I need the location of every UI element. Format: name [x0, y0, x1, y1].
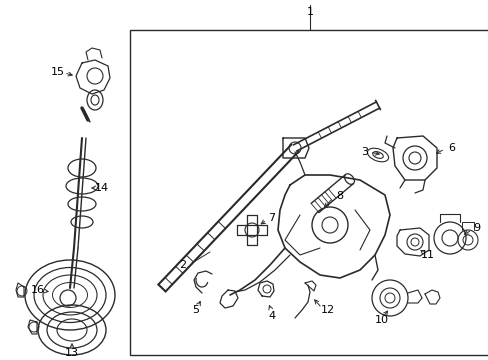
- Text: 10: 10: [374, 315, 388, 325]
- Text: 13: 13: [65, 348, 79, 358]
- Text: 3: 3: [361, 147, 368, 157]
- Text: 8: 8: [336, 191, 343, 201]
- Text: 16: 16: [31, 285, 45, 295]
- Text: 14: 14: [95, 183, 109, 193]
- Text: 7: 7: [268, 213, 275, 223]
- Text: 9: 9: [472, 223, 480, 233]
- Bar: [130, 30, 488, 355]
- Text: 4: 4: [268, 311, 275, 321]
- Text: 12: 12: [320, 305, 334, 315]
- Text: 15: 15: [51, 67, 65, 77]
- Text: 11: 11: [420, 250, 434, 260]
- Text: 5: 5: [192, 305, 199, 315]
- Text: 1: 1: [306, 7, 313, 17]
- Text: 2: 2: [179, 260, 186, 270]
- Text: 6: 6: [447, 143, 454, 153]
